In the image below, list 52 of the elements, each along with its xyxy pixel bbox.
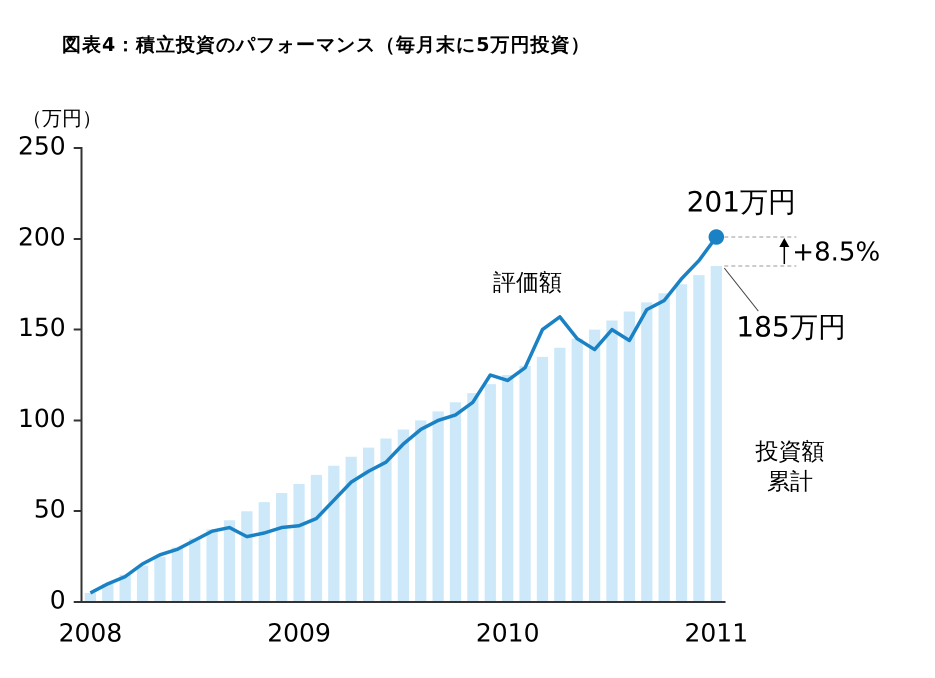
bar (572, 338, 583, 601)
y-tick-label: 100 (18, 404, 66, 433)
bar (241, 511, 253, 601)
bar (658, 293, 670, 601)
bar (136, 566, 148, 601)
bar (224, 520, 236, 601)
y-tick-label: 250 (18, 132, 66, 160)
y-tick-label: 50 (34, 494, 66, 524)
bar (519, 366, 531, 601)
bar (588, 330, 600, 601)
series-label: 評価額 (493, 270, 562, 296)
bar (84, 592, 96, 601)
bar (693, 275, 705, 601)
bar (554, 348, 566, 601)
bar (432, 411, 444, 601)
bar (172, 548, 183, 601)
x-tick-label: 2011 (684, 618, 748, 648)
bar (276, 493, 288, 601)
bar (467, 393, 479, 601)
bar (346, 456, 357, 601)
bar (415, 420, 426, 601)
bar (676, 284, 688, 601)
x-tick-label: 2009 (267, 618, 331, 648)
y-tick-label: 200 (18, 222, 66, 252)
bar (710, 266, 722, 601)
chart-title: 図表4：積立投資のパフォーマンス（毎月末に5万円投資） (62, 33, 590, 58)
series-label: 投資額累計 (754, 439, 824, 496)
bar (450, 402, 462, 601)
y-tick-label: 0 (50, 586, 66, 614)
bar (398, 429, 410, 601)
bar (624, 311, 636, 601)
bar (484, 384, 496, 601)
bar (154, 556, 166, 601)
bar (380, 438, 392, 601)
y-axis-title: （万円） (22, 106, 102, 130)
bar (606, 320, 618, 601)
bar (206, 529, 218, 601)
text: +8.5% (792, 237, 880, 268)
x-tick-label: 2010 (476, 618, 540, 648)
bar (189, 538, 200, 601)
bar (536, 356, 548, 601)
bar (362, 448, 374, 601)
bar (641, 302, 652, 601)
bar (310, 474, 322, 601)
annotation: 201万円 (686, 185, 796, 218)
y-tick-label: 150 (18, 313, 66, 342)
bar (293, 484, 305, 601)
x-tick-label: 2008 (58, 618, 122, 648)
bar (258, 502, 270, 601)
bar (328, 466, 340, 601)
annotation: 185万円 (736, 310, 846, 344)
bar (502, 375, 514, 601)
